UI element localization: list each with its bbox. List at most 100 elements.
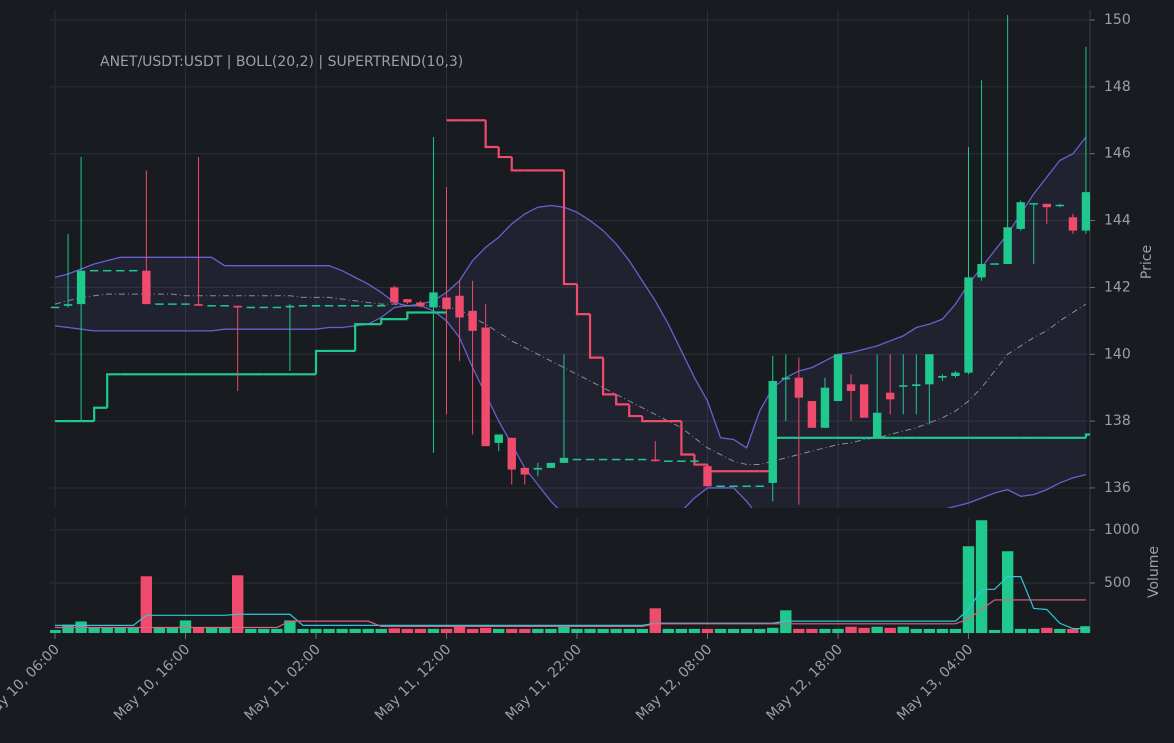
volume-bar [701, 628, 714, 633]
volume-bar [492, 628, 506, 633]
volume-bar [583, 628, 597, 633]
candle-body [716, 485, 725, 488]
x-tick-label: May 12, 18:00 [763, 642, 845, 724]
volume-bar [140, 575, 153, 633]
candle-body [89, 269, 99, 272]
y-tick-label: 144 [1104, 213, 1131, 229]
volume-bar [596, 628, 610, 633]
candle-body [494, 434, 503, 443]
volume-bar [622, 628, 636, 633]
candle-body [964, 277, 973, 373]
bollinger-upper [54, 136, 1087, 449]
volume-bar [113, 627, 127, 633]
volume-bar [662, 628, 675, 633]
volume-bar [753, 628, 767, 633]
chart-title: ANET/USDT:USDT | BOLL(20,2) | SUPERTREND… [100, 54, 463, 70]
x-tick-label: May 12, 08:00 [633, 642, 715, 724]
volume-bar [270, 628, 284, 633]
volume-bar [936, 628, 949, 633]
volume-bar [50, 629, 62, 633]
volume-bar [1027, 628, 1041, 633]
candle-body [533, 467, 543, 470]
volume-bar [870, 626, 884, 633]
candle-body [298, 305, 308, 307]
volume-bar [283, 619, 297, 633]
volume-average [55, 599, 1086, 629]
supertrend-step [693, 454, 708, 466]
volume-average [55, 575, 1086, 630]
candle-body [207, 305, 216, 307]
volume-bar [714, 628, 727, 633]
candle-body [194, 304, 203, 306]
candle-body [324, 305, 334, 307]
candle-body [572, 458, 582, 461]
candle-body [220, 305, 229, 307]
y-tick-label: 150 [1104, 12, 1131, 28]
candle-body [755, 485, 764, 488]
candle-body [781, 377, 790, 380]
candle-body [442, 297, 451, 310]
x-tick-label: May 11, 22:00 [502, 642, 584, 724]
volume-bar [1079, 625, 1090, 633]
volume-bar [779, 609, 793, 633]
y-tick-label: 142 [1104, 279, 1131, 295]
volume-bar [335, 628, 349, 633]
supertrend-step [575, 284, 591, 316]
candle-body [559, 457, 569, 463]
candle-body [872, 412, 882, 438]
candle-body [63, 304, 73, 306]
candle-body [768, 380, 777, 483]
candle-body [377, 305, 386, 307]
candle-body [677, 460, 686, 462]
candle-body [520, 467, 529, 475]
candle-body [886, 392, 895, 400]
candle-body [912, 384, 921, 387]
candle-body [259, 306, 268, 309]
volume-bar [975, 519, 988, 633]
volume-bar [466, 628, 479, 633]
volume-bar [74, 620, 88, 633]
volume-bar [1053, 628, 1067, 633]
volume-bar [192, 627, 205, 633]
volume-bar [518, 628, 532, 633]
volume-bar [1066, 628, 1080, 633]
volume-bar [414, 628, 427, 633]
candle-body [925, 354, 934, 385]
candle-body [598, 458, 608, 461]
volume-bar [153, 627, 166, 633]
volume-bar [792, 628, 806, 633]
candle-body [820, 387, 830, 428]
y-tick-label: 138 [1104, 413, 1131, 429]
volume-bar [1014, 628, 1028, 633]
candle-body [859, 384, 869, 418]
candle-body [364, 305, 373, 307]
volume-bar [844, 626, 858, 633]
volume-bar [257, 628, 271, 633]
supertrend-step [354, 323, 369, 351]
candle-body [76, 270, 86, 305]
volume-tick-label: 1000 [1104, 522, 1140, 538]
candle-body [990, 263, 999, 265]
volume-bar [675, 628, 688, 633]
candle-body [416, 302, 425, 306]
candle-body [546, 462, 556, 468]
volume-bar [1040, 627, 1054, 633]
candle-body [1068, 217, 1078, 231]
volume-bar [923, 628, 936, 633]
volume-bar [244, 628, 258, 633]
volume-bar [166, 627, 179, 633]
volume-bar [648, 607, 662, 633]
candle-body [116, 269, 125, 272]
y-tick-label: 146 [1104, 146, 1131, 162]
volume-bar [831, 628, 845, 633]
y-axis-label: Price [1139, 245, 1155, 279]
volume-bar [688, 628, 701, 633]
volume-bar [962, 545, 975, 633]
volume-bar [218, 627, 231, 633]
supertrend-step [497, 147, 512, 159]
volume-bar [322, 628, 336, 633]
x-tick-label: May 13, 04:00 [894, 642, 976, 724]
candle-body [951, 372, 960, 376]
volume-bar [231, 574, 244, 633]
candle-body [246, 306, 255, 309]
